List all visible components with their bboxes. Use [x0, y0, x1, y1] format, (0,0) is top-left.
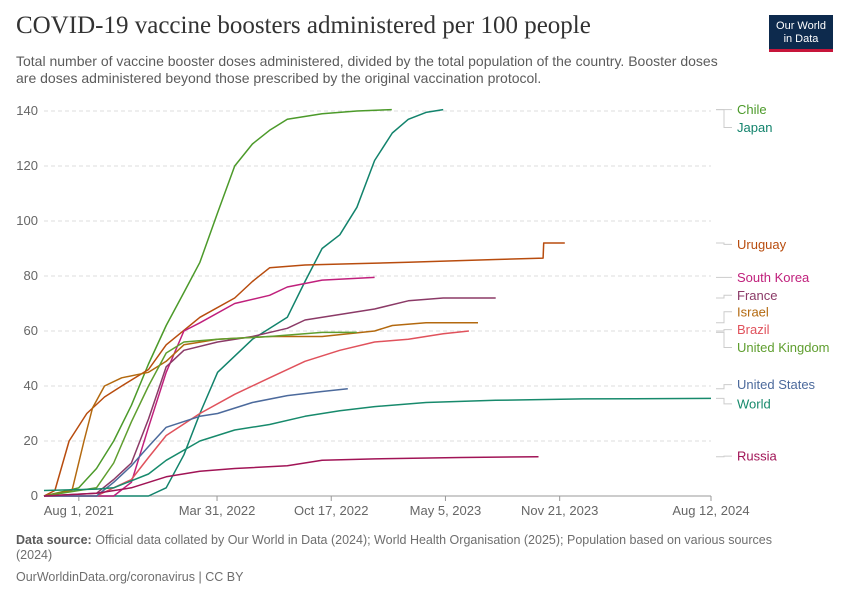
series-lines: [43, 108, 712, 497]
x-tick-label: Mar 31, 2022: [179, 503, 256, 518]
y-tick-label: 100: [16, 213, 38, 228]
y-tick-label: 0: [31, 488, 38, 503]
series-label-japan[interactable]: Japan: [737, 120, 772, 135]
y-tick-label: 80: [24, 268, 38, 283]
logo-line-2: in Data: [783, 33, 819, 45]
x-axis: Aug 1, 2021 Mar 31, 2022 Oct 17, 2022 May 5…: [44, 495, 750, 518]
x-tick-label: Aug 12, 2024: [672, 503, 749, 518]
series-line-russia[interactable]: [43, 455, 539, 497]
x-tick-label: Aug 1, 2021: [44, 503, 114, 518]
series-line-south-korea[interactable]: [44, 276, 375, 497]
chart-subtitle: Total number of vaccine booster doses ad…: [16, 53, 718, 86]
y-axis-ticks: 0 20 40 60 80 100 120 140: [16, 103, 38, 503]
x-tick-label: May 5, 2023: [410, 503, 482, 518]
y-tick-label: 60: [24, 323, 38, 338]
series-label-russia[interactable]: Russia: [737, 449, 778, 464]
gridlines: [44, 110, 711, 442]
series-line-uruguay[interactable]: [43, 242, 565, 497]
label-connector: [716, 455, 732, 458]
series-label-chile[interactable]: Chile: [737, 102, 767, 117]
series-label-south-korea[interactable]: South Korea: [737, 270, 810, 285]
series-label-uruguay[interactable]: Uruguay: [737, 237, 787, 252]
owid-logo[interactable]: Our World in Data: [769, 15, 833, 52]
x-tick-label: Oct 17, 2022: [294, 503, 368, 518]
chart-title: COVID-19 vaccine boosters administered p…: [16, 12, 591, 39]
series-labels: Chile Japan Uruguay South Korea FranceIsrael…: [716, 102, 830, 464]
series-line-chile[interactable]: [43, 108, 392, 497]
x-tick-label: Nov 21, 2023: [521, 503, 598, 518]
source-text: Official data collated by Our World in D…: [16, 533, 772, 562]
label-connector: [716, 109, 732, 128]
footer-source: Data source: Official data collated by O…: [16, 533, 796, 563]
series-label-united-kingdom[interactable]: United Kingdom: [737, 340, 830, 355]
label-connector: [716, 329, 732, 332]
line-chart: 0 20 40 60 80 100 120 140 Aug 1, 2021 Mar 31, 20…: [16, 102, 830, 518]
label-connector: [716, 397, 732, 405]
series-line-world[interactable]: [43, 397, 712, 492]
y-tick-label: 20: [24, 433, 38, 448]
series-label-brazil[interactable]: Brazil: [737, 322, 770, 337]
logo-line-1: Our World: [776, 20, 826, 32]
footer-credit[interactable]: OurWorldinData.org/coronavirus | CC BY: [16, 570, 244, 584]
source-label: Data source:: [16, 533, 92, 547]
series-line-united-states[interactable]: [44, 388, 348, 497]
series-label-israel[interactable]: Israel: [737, 304, 769, 319]
series-label-united-states[interactable]: United States: [737, 377, 816, 392]
label-connector: [716, 242, 732, 245]
y-tick-label: 140: [16, 103, 38, 118]
series-line-france[interactable]: [43, 297, 496, 497]
y-tick-label: 120: [16, 158, 38, 173]
series-label-world[interactable]: World: [737, 396, 771, 411]
label-connector: [716, 294, 732, 299]
series-line-united-kingdom[interactable]: [43, 331, 357, 497]
label-connector: [716, 384, 732, 390]
series-label-france[interactable]: France: [737, 288, 777, 303]
label-connector: [716, 311, 732, 324]
label-connector: [716, 331, 732, 348]
y-tick-label: 40: [24, 378, 38, 393]
series-line-israel[interactable]: [43, 322, 478, 497]
series-line-japan[interactable]: [44, 108, 444, 497]
